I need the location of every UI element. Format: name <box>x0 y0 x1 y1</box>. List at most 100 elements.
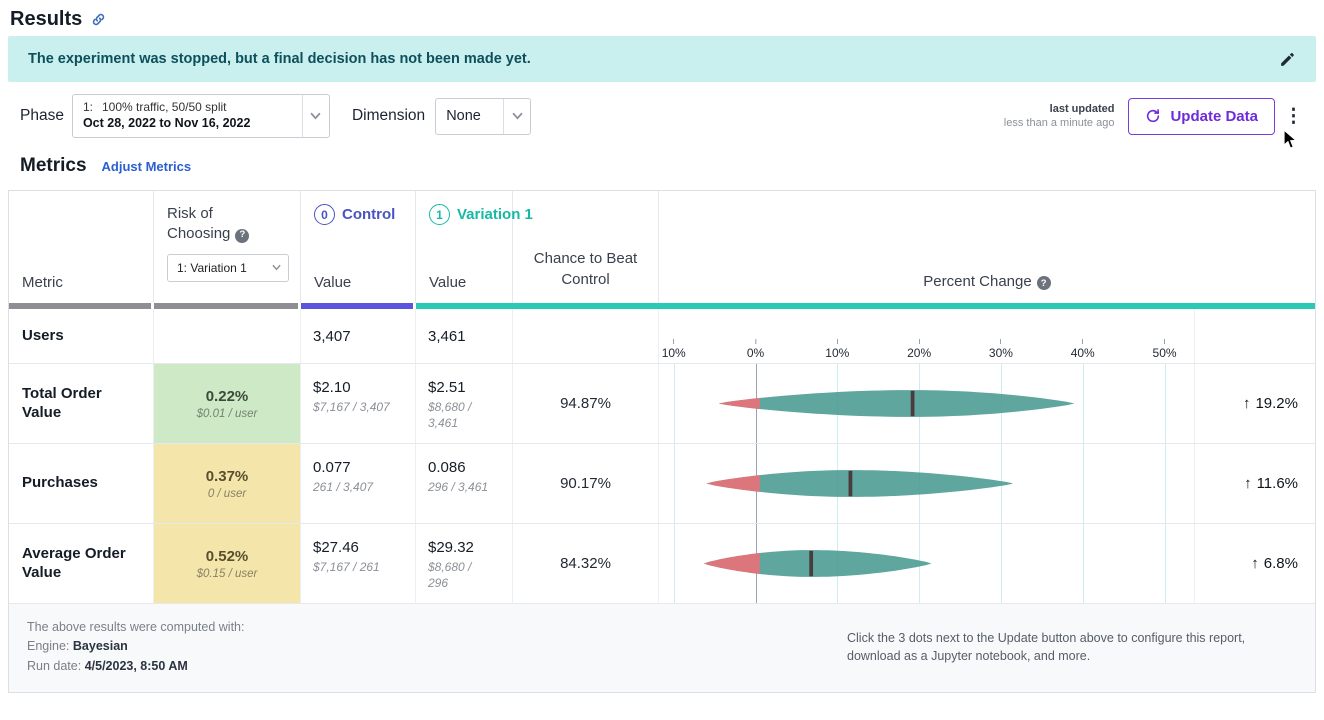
gridline <box>1164 524 1166 603</box>
variation-badge: 1 <box>429 204 450 225</box>
risk-cell: 0.22% $0.01 / user <box>154 364 301 443</box>
percent-change-value: ↑ 11.6% <box>1244 475 1298 492</box>
table-header: Metric Risk of Choosing? 1: Variation 1 … <box>9 191 1315 303</box>
gridline <box>1082 444 1084 523</box>
control-badge: 0 <box>314 204 335 225</box>
gridline <box>673 524 675 603</box>
control-value-cell: $2.10 $7,167 / 3,407 <box>301 364 416 443</box>
control-value-cell: 0.077 261 / 3,407 <box>301 444 416 523</box>
phase-select[interactable]: 1: 100% traffic, 50/50 split Oct 28, 2022… <box>71 94 330 138</box>
metric-name: Purchases <box>9 444 154 523</box>
strip-variation <box>416 303 1315 309</box>
up-arrow-icon: ↑ <box>1251 555 1259 572</box>
pencil-icon <box>1281 52 1294 66</box>
chance-to-beat: 84.32% <box>513 524 659 603</box>
page-title: Results <box>10 7 83 30</box>
strip-metric <box>9 303 151 309</box>
percent-change-value: ↑ 6.8% <box>1251 555 1298 572</box>
chevron-down-icon <box>301 95 329 137</box>
dimension-select[interactable]: None <box>435 97 532 135</box>
col-header-risk: Risk of Choosing? 1: Variation 1 <box>154 191 301 303</box>
col-header-variation: 1 Variation 1 Value <box>416 191 533 303</box>
gridline <box>673 444 675 523</box>
column-color-strips <box>9 303 1315 309</box>
strip-risk <box>154 303 298 309</box>
variation-value-cell: 0.086 296 / 3,461 <box>416 444 513 523</box>
up-arrow-icon: ↑ <box>1242 395 1251 412</box>
gridline <box>1000 524 1002 603</box>
last-updated-value: less than a minute ago <box>1003 117 1115 129</box>
top-bar: Results <box>0 0 1324 34</box>
gridline <box>1164 444 1166 523</box>
status-banner: The experiment was stopped, but a final … <box>8 36 1316 82</box>
run-date-value: 4/5/2023, 8:50 AM <box>84 658 188 673</box>
table-row-users: Users 3,407 3,461 10% 0% 10% 20% 30% 40% 50% <box>9 309 1315 363</box>
metrics-title: Metrics <box>20 155 87 176</box>
col-header-control: 0 Control Value <box>301 191 416 303</box>
refresh-icon <box>1147 109 1160 123</box>
phase-dates: Oct 28, 2022 to Nov 16, 2022 <box>82 116 251 130</box>
up-arrow-icon: ↑ <box>1244 475 1252 492</box>
metric-name: Total Order Value <box>9 364 154 443</box>
violin-plot <box>718 390 1075 417</box>
last-updated: last updated less than a minute ago <box>992 102 1115 131</box>
computed-with: The above results were computed with: En… <box>27 620 245 673</box>
metric-name: Average Order Value <box>9 524 154 603</box>
axis-tick-label: 40% <box>1071 339 1095 360</box>
violin-plot-cell <box>659 524 1195 603</box>
table-row-average-order-value: Average Order Value 0.52% $0.15 / user $… <box>9 523 1315 603</box>
axis-tick-label: 50% <box>1153 339 1177 360</box>
update-data-button[interactable]: Update Data <box>1128 97 1275 135</box>
chevron-down-icon <box>503 98 530 134</box>
axis-tick-label: 0% <box>747 339 764 360</box>
col-header-percent-change: Percent Change? <box>659 191 1315 303</box>
violin-plot <box>703 550 932 577</box>
violin-plot <box>706 470 1014 497</box>
chance-to-beat: 94.87% <box>513 364 659 443</box>
axis-tick-label: 20% <box>907 339 931 360</box>
phase-label: Phase <box>20 107 64 124</box>
chevron-down-icon <box>272 264 281 271</box>
variation-value-cell: $29.32 $8,680 / 296 <box>416 524 513 603</box>
adjust-metrics-link[interactable]: Adjust Metrics <box>101 159 192 174</box>
table-row-total-order-value: Total Order Value 0.22% $0.01 / user $2.… <box>9 363 1315 443</box>
violin-plot-cell <box>659 364 1195 443</box>
dimension-value: None <box>446 108 481 124</box>
controls-row: Phase 1: 100% traffic, 50/50 split Oct 28… <box>0 82 1324 146</box>
phase-summary: 1: 100% traffic, 50/50 split <box>82 100 227 114</box>
table-row-purchases: Purchases 0.37% 0 / user 0.077 261 / 3,4… <box>9 443 1315 523</box>
metrics-heading-row: Metrics Adjust Metrics <box>0 146 1324 190</box>
variation-users: 3,461 <box>428 327 466 345</box>
status-banner-text: The experiment was stopped, but a final … <box>28 51 531 67</box>
col-header-metric: Metric <box>9 191 154 303</box>
configure-hint: Click the 3 dots next to the Update butt… <box>847 630 1246 664</box>
percent-change-value: ↑ 19.2% <box>1242 395 1298 412</box>
col-header-chance: Chance to Beat Control <box>513 191 659 303</box>
results-table: Metric Risk of Choosing? 1: Variation 1 … <box>8 190 1316 694</box>
violin-plot-cell <box>659 444 1195 523</box>
help-icon[interactable]: ? <box>1036 276 1051 290</box>
chance-to-beat: 90.17% <box>513 444 659 523</box>
help-icon[interactable]: ? <box>235 228 250 243</box>
gridline <box>1164 364 1166 443</box>
percent-change-axis: 10% 0% 10% 20% 30% 40% 50% <box>659 309 1195 363</box>
engine-value: Bayesian <box>72 639 128 654</box>
risk-variation-select[interactable]: 1: Variation 1 <box>167 253 289 282</box>
gridline <box>673 364 675 443</box>
risk-cell: 0.37% 0 / user <box>154 444 301 523</box>
metric-name: Users <box>9 309 154 363</box>
last-updated-label: last updated <box>1049 102 1115 115</box>
edit-status-button[interactable] <box>1279 51 1296 68</box>
axis-tick-label: 10% <box>662 339 686 360</box>
more-options-menu[interactable]: ⋮ <box>1284 105 1303 127</box>
permalink-icon[interactable] <box>91 12 106 27</box>
variation-value-cell: $2.51 $8,680 / 3,461 <box>416 364 513 443</box>
axis-tick-label: 30% <box>989 339 1013 360</box>
control-value-cell: $27.46 $7,167 / 261 <box>301 524 416 603</box>
dimension-label: Dimension <box>351 107 426 124</box>
gridline <box>1082 364 1084 443</box>
risk-cell: 0.52% $0.15 / user <box>154 524 301 603</box>
axis-tick-label: 10% <box>825 339 849 360</box>
strip-control <box>301 303 413 309</box>
gridline <box>1082 524 1084 603</box>
